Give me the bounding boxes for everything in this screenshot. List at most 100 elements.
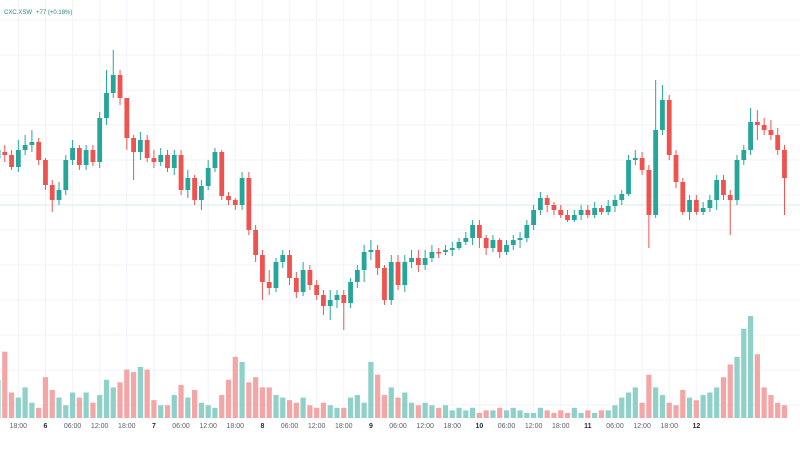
candle-body: [185, 178, 191, 190]
candle-body: [551, 205, 557, 210]
candle-body: [463, 238, 469, 242]
volume-bar: [449, 410, 455, 418]
candle-body: [476, 225, 482, 238]
volume-bar: [619, 397, 625, 418]
candle-body: [626, 160, 631, 194]
volume-bar: [578, 412, 584, 418]
candle-body: [300, 270, 306, 292]
candle-body: [36, 142, 42, 160]
candle-body: [666, 100, 672, 155]
volume-bar: [747, 316, 754, 418]
volume-bar: [205, 405, 211, 418]
candle-body: [538, 198, 543, 210]
candle-body: [219, 152, 225, 196]
volume-bar: [171, 395, 177, 418]
volume-bar: [2, 351, 8, 418]
candle-body: [782, 150, 787, 178]
volume-bar: [476, 412, 482, 418]
volume-bar: [198, 402, 204, 418]
candle-body: [700, 208, 706, 212]
candle-body: [158, 155, 164, 162]
volume-bar: [693, 400, 699, 418]
volume-bar: [408, 402, 415, 418]
candle-body: [388, 262, 394, 300]
volume-bar: [402, 392, 408, 418]
volume-bar: [76, 397, 82, 418]
time-axis-label: 06:00: [281, 423, 299, 430]
volume-bar: [531, 412, 537, 418]
time-axis-label: 8: [260, 423, 264, 430]
volume-bar: [497, 407, 503, 418]
time-axis-label: 12:00: [199, 423, 217, 430]
volume-bar: [327, 405, 333, 418]
time-axis-label: 11: [584, 423, 592, 430]
candle-body: [422, 258, 428, 265]
time-axis-label: 18:00: [118, 423, 136, 430]
volume-bar: [314, 407, 320, 418]
candle-body: [409, 258, 414, 262]
candle-body: [83, 150, 89, 165]
grid: [0, 0, 800, 418]
candle-body: [131, 138, 136, 152]
time-axis-label: 06:00: [606, 423, 624, 430]
volume-bar: [659, 395, 666, 418]
candle-body: [415, 258, 421, 265]
candle-body: [687, 200, 692, 212]
time-axis-label: 10: [475, 423, 483, 430]
candle-body: [49, 185, 55, 200]
candle-body: [592, 208, 598, 215]
volume-bar: [185, 397, 191, 418]
volume-bar: [483, 410, 489, 418]
time-axis-label: 18:00: [443, 423, 461, 430]
candle-body: [599, 208, 604, 212]
candle-body: [429, 252, 435, 258]
candle-body: [246, 178, 252, 230]
candle-body: [382, 268, 387, 300]
candle-body: [639, 158, 645, 170]
volume-bar: [781, 405, 788, 418]
volume-bar: [714, 387, 720, 418]
candle-body: [524, 225, 530, 238]
candle-body: [232, 200, 238, 205]
time-axis-label: 06:00: [64, 423, 82, 430]
time-axis-label: 18:00: [552, 423, 570, 430]
volume-bar: [178, 384, 184, 418]
volume-bar: [239, 361, 245, 418]
candle-body: [714, 180, 720, 200]
candle-body: [70, 148, 75, 160]
candle-body: [124, 98, 130, 138]
volume-bar: [347, 397, 354, 418]
candle-body: [43, 160, 48, 185]
volume-bar: [564, 412, 571, 418]
volume-bar: [151, 400, 157, 418]
volume-bar: [56, 397, 62, 418]
candle-body: [605, 206, 611, 212]
time-axis-label: 18:00: [10, 423, 28, 430]
volume-bar: [280, 397, 286, 418]
candle-body: [368, 250, 374, 252]
candle-body: [293, 278, 299, 292]
volume-bar: [164, 405, 171, 418]
volume-bar: [720, 377, 727, 418]
candle-body: [578, 210, 584, 215]
volume-bar: [463, 410, 469, 418]
volume-bar: [537, 407, 543, 418]
volume-bar: [117, 382, 123, 418]
volume-bar: [8, 392, 15, 418]
candle-body: [470, 225, 475, 238]
volume-bar: [253, 377, 259, 418]
volume-bar: [375, 374, 381, 418]
volume-bar: [775, 402, 781, 418]
candle-body: [361, 252, 367, 270]
volume-bar: [192, 389, 198, 418]
volume-bar: [653, 387, 659, 418]
candle-body: [273, 262, 279, 288]
volume-bar: [42, 377, 49, 418]
volume-bar: [341, 407, 347, 418]
candle-body: [707, 200, 713, 208]
volume-bar: [707, 392, 713, 418]
time-axis-label: 6: [44, 423, 48, 430]
volume-bar: [90, 402, 96, 418]
